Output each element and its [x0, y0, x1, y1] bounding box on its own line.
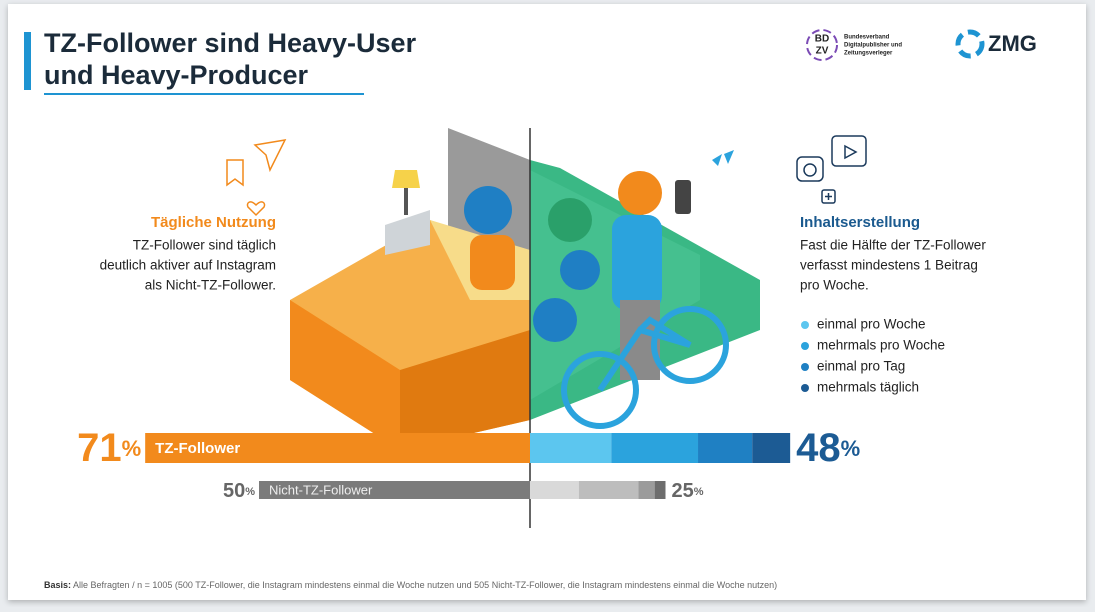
right-text: verfasst mindestens 1 Beitrag	[800, 258, 978, 273]
bdzv-mark: BD	[815, 34, 829, 45]
right-text: Fast die Hälfte der TZ-Follower	[800, 238, 986, 253]
legend-swatch	[801, 342, 809, 350]
creation-segment	[530, 481, 579, 499]
value-number: 25	[672, 480, 694, 502]
value-number: 50	[223, 480, 245, 502]
title-accent	[24, 32, 31, 90]
legend-swatch	[801, 363, 809, 371]
bdzv-text: Zeitungsverleger	[844, 51, 893, 57]
creation-segment	[579, 481, 639, 499]
title-line: und Heavy-Producer	[44, 60, 309, 90]
slide: TZ-Follower sind Heavy-User und Heavy-Pr…	[0, 0, 1095, 607]
page: TZ-Follower sind Heavy-User und Heavy-Pr…	[0, 0, 1095, 607]
right-text: pro Woche.	[800, 278, 869, 293]
creation-segment	[655, 481, 666, 499]
title-line: TZ-Follower sind Heavy-User	[44, 28, 417, 58]
value-unit: %	[122, 436, 142, 461]
creation-segment	[752, 433, 790, 463]
right-heading: Inhaltserstellung	[800, 214, 920, 231]
footnote-label: Basis:	[44, 580, 71, 590]
creation-segment	[530, 433, 611, 463]
value-unit: %	[245, 486, 255, 498]
creation-segment	[698, 433, 752, 463]
value-number: 71	[77, 426, 122, 470]
bdzv-text: Digitalpublisher und	[844, 43, 902, 49]
legend-swatch	[801, 384, 809, 392]
zmg-logo: ZMG	[988, 31, 1037, 56]
bdzv-mark: ZV	[816, 46, 829, 57]
legend-label: einmal pro Tag	[817, 359, 905, 374]
footnote-text: Alle Befragten / n = 1005 (500 TZ-Follow…	[73, 580, 777, 590]
bdzv-text: Bundesverband	[844, 35, 890, 41]
left-text: deutlich aktiver auf Instagram	[100, 258, 276, 273]
value-unit: %	[841, 436, 861, 461]
left-heading: Tägliche Nutzung	[151, 214, 276, 231]
left-text: TZ-Follower sind täglich	[133, 238, 276, 253]
value-unit: %	[694, 486, 704, 498]
legend-label: mehrmals pro Woche	[817, 338, 945, 353]
bar-name: TZ-Follower	[155, 440, 240, 457]
legend-swatch	[801, 321, 809, 329]
legend-label: einmal pro Woche	[817, 317, 926, 332]
left-text: als Nicht-TZ-Follower.	[145, 278, 276, 293]
creation-segment	[611, 433, 698, 463]
bar-name: Nicht-TZ-Follower	[269, 482, 373, 497]
creation-segment	[638, 481, 654, 499]
value-number: 48	[796, 426, 841, 470]
legend-label: mehrmals täglich	[817, 380, 919, 395]
footnote: Basis: Alle Befragten / n = 1005 (500 TZ…	[44, 580, 777, 590]
